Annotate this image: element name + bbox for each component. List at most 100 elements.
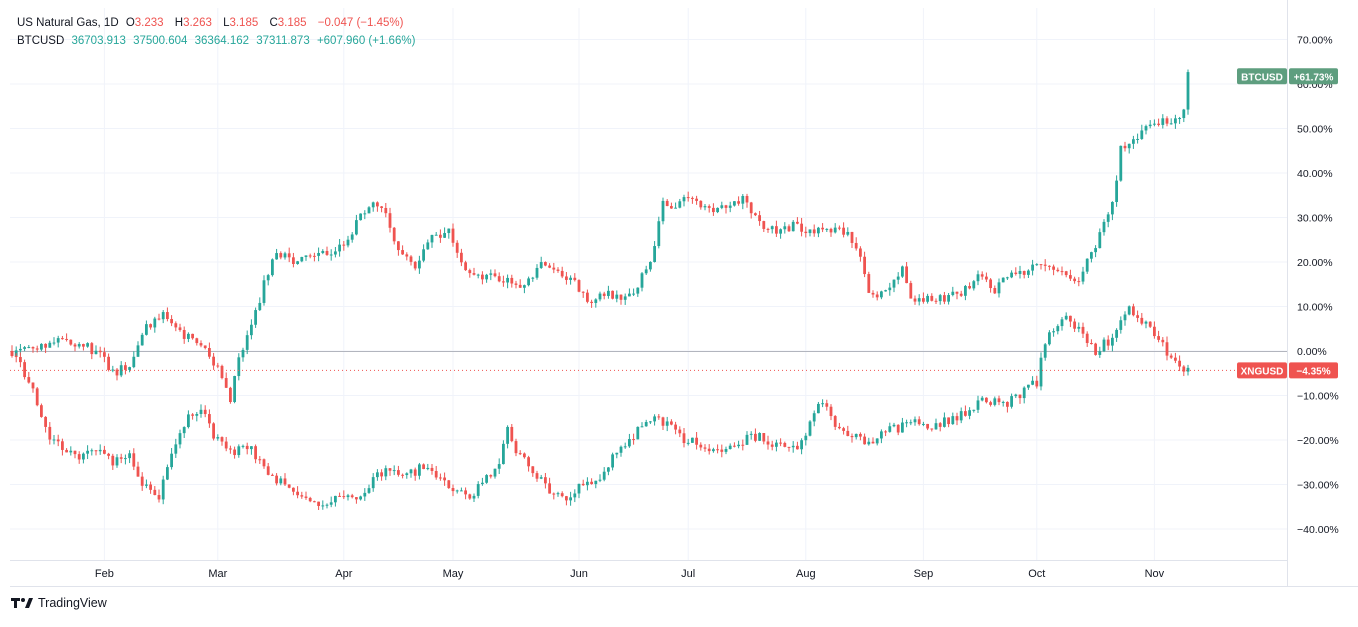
xngusd-candle-body: [250, 446, 253, 450]
xngusd-candle-body: [418, 464, 421, 476]
xngusd-candle-body: [94, 450, 98, 452]
btcusd-candle-body: [548, 265, 551, 268]
btcusd-candle-body: [136, 345, 140, 357]
btcusd-candle-body: [262, 280, 266, 303]
btcusd-candle-body: [1035, 264, 1039, 266]
xngusd-name-tag: [1237, 362, 1287, 379]
btcusd-candle-body: [1153, 123, 1156, 125]
btcusd-candle-body: [430, 234, 434, 243]
btcusd-candle-body: [115, 369, 119, 376]
xngusd-candle-body: [926, 423, 929, 429]
xngusd-candle-body: [266, 466, 270, 475]
btcusd-candle-body: [838, 227, 841, 229]
xngusd-candle-body: [119, 457, 123, 459]
btcusd-candle-body: [157, 318, 161, 320]
btcusd-candle-body: [560, 270, 564, 277]
btcusd-candle-body: [208, 348, 211, 357]
xngusd-candle-body: [422, 464, 425, 470]
xngusd-name-tag-label: XNGUSD: [1241, 366, 1284, 377]
xngusd-candle-body: [455, 490, 459, 492]
btcusd-candle-body: [1052, 266, 1055, 270]
legend-series-natural-gas[interactable]: US Natural Gas, 1D O3.233 H3.263 L3.185 …: [17, 17, 407, 29]
btcusd-candle-body: [401, 250, 404, 255]
y-tick-label: 10.00%: [1297, 302, 1333, 314]
xngusd-candle-body: [342, 496, 346, 498]
y-tick-label: 70.00%: [1297, 35, 1333, 47]
btcusd-candle-body: [565, 276, 568, 280]
btcusd-candle-body: [187, 333, 190, 339]
btcusd-candle-body: [1182, 109, 1186, 119]
xngusd-candle-body: [745, 434, 749, 445]
xngusd-candle-body: [699, 444, 703, 448]
btcusd-candle-body: [653, 246, 656, 262]
xngusd-candle-body: [623, 446, 627, 448]
btcusd-candle-body: [598, 293, 602, 300]
xngusd-candle-body: [300, 495, 304, 497]
btcusd-candle-body: [884, 290, 887, 292]
xngusd-candle-body: [959, 411, 963, 421]
xngusd-candle-body: [712, 449, 715, 452]
btcusd-candle-body: [775, 226, 778, 234]
btcusd-candle-body: [342, 244, 346, 246]
btcusd-candle-body: [40, 343, 43, 350]
btcusd-candle-body: [749, 202, 753, 214]
btcusd-candle-body: [380, 206, 383, 208]
xngusd-candle-body: [581, 483, 585, 486]
xngusd-candle-body: [884, 431, 887, 433]
xngusd-candle-body: [955, 416, 959, 421]
xngusd-candle-body: [434, 470, 438, 478]
btcusd-candle-body: [502, 281, 505, 283]
btcusd-candle-body: [191, 333, 194, 339]
btcusd-candle-body: [119, 365, 123, 376]
btcusd-candle-body: [1043, 264, 1047, 266]
xngusd-candle-body: [670, 421, 673, 425]
xngusd-candle-body: [245, 445, 249, 450]
xngusd-candle-body: [909, 422, 913, 424]
xngusd-candle-body: [976, 400, 980, 410]
btcusd-candle-body: [1085, 258, 1089, 272]
xngusd-candle-body: [707, 448, 711, 452]
xngusd-candle-body: [1148, 321, 1152, 327]
btcusd-candle-body: [161, 312, 165, 320]
legend-close-label: C: [269, 17, 278, 29]
btcusd-candle-body: [132, 356, 136, 368]
legend-series-btcusd[interactable]: BTCUSD 36703.913 37500.604 36364.162 373…: [17, 35, 419, 47]
btcusd-candle-body: [980, 274, 984, 277]
btcusd-candle-body: [938, 295, 942, 302]
xngusd-candle-body: [1132, 306, 1135, 316]
xngusd-candle-body: [1140, 317, 1144, 324]
btcusd-candle-body: [817, 227, 820, 234]
legend-low-value: 36364.162: [194, 35, 250, 47]
xngusd-candle-body: [552, 493, 556, 495]
xngusd-candle-body: [178, 433, 182, 445]
xngusd-candle-body: [531, 466, 535, 474]
xngusd-candle-body: [733, 445, 736, 447]
x-tick-label: Jul: [681, 568, 695, 580]
btcusd-candle-body: [52, 342, 56, 344]
xngusd-candle-body: [922, 423, 925, 425]
xngusd-candle-body: [779, 442, 782, 444]
btcusd-candle-body: [913, 298, 917, 302]
btcusd-candle-body: [1022, 270, 1026, 275]
btcusd-candle-body: [590, 301, 593, 303]
xngusd-candle-body: [544, 477, 547, 484]
btcusd-candle-body: [279, 253, 283, 258]
xngusd-candle-body: [27, 377, 31, 383]
btcusd-candle-body: [615, 294, 619, 299]
xngusd-candle-body: [98, 449, 102, 452]
xngusd-candle-body: [838, 426, 841, 429]
btcusd-candle-body: [1123, 145, 1127, 149]
btcusd-candle-body: [241, 349, 245, 358]
btcusd-candle-body: [413, 261, 417, 269]
btcusd-candle-body: [1132, 139, 1135, 144]
xngusd-candle-body: [1056, 326, 1060, 332]
xngusd-candle-body: [607, 467, 610, 472]
btcusd-candle-body: [317, 252, 320, 256]
xngusd-candle-body: [653, 416, 656, 422]
xngusd-candle-body: [716, 449, 719, 451]
xngusd-candle-body: [489, 475, 493, 477]
tradingview-logo[interactable]: TradingView: [11, 596, 107, 610]
xngusd-candle-body: [355, 497, 358, 500]
btcusd-candle-body: [577, 280, 581, 292]
